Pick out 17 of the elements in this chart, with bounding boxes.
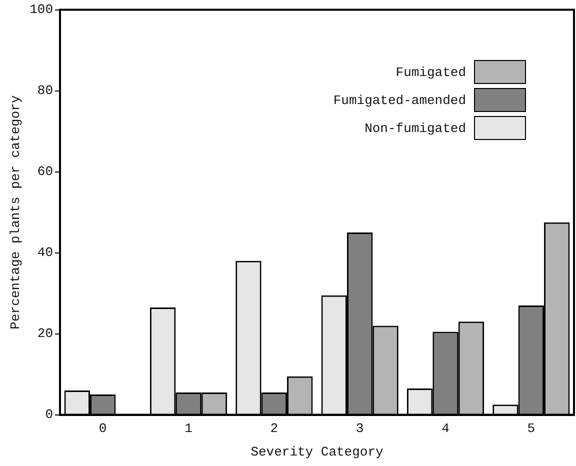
x-tick-label: 1	[184, 421, 193, 436]
legend-label: Fumigated-amended	[333, 92, 466, 108]
x-axis-title: Severity Category	[250, 444, 384, 460]
y-tick-label: 60	[37, 164, 54, 180]
y-tick-label: 100	[30, 2, 54, 18]
y-tick-label: 40	[37, 245, 54, 260]
y-tick-label: 80	[37, 83, 54, 98]
x-tick-label: 3	[356, 421, 364, 436]
x-tick-label: 4	[442, 421, 450, 436]
y-tick-label: 0	[45, 407, 54, 422]
x-tick-label: 2	[270, 421, 278, 436]
y-tick-label: 20	[37, 326, 54, 342]
y-axis-title: Percentage plants per category	[8, 95, 24, 330]
legend-label: Non-fumigated	[364, 120, 466, 136]
x-tick-label: 0	[98, 421, 107, 436]
x-tick-label: 5	[527, 421, 536, 436]
legend-label: Fumigated	[396, 64, 466, 80]
